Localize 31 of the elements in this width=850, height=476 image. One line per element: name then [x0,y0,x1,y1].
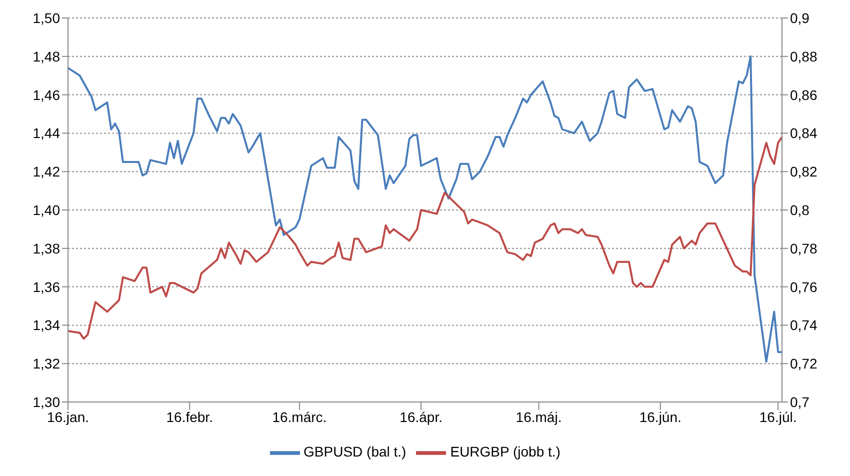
y2-tick-label: 0,86 [790,86,818,103]
y-tick-label: 1,46 [32,86,60,103]
y-tick-label: 1,48 [32,48,60,64]
y-tick-label: 1,36 [32,278,60,295]
y-tick-label: 1,50 [32,10,60,26]
y2-tick-label: 0,74 [790,317,818,334]
y-tick-label: 1,44 [32,125,60,142]
y2-tick-label: 0,72 [790,356,818,372]
legend-label: EURGBP (jobb t.) [450,444,560,460]
x-tick-label: 16.febr. [166,408,213,425]
y2-tick-label: 0,9 [790,10,810,26]
y-tick-label: 1,32 [32,356,60,372]
y2-tick-label: 0,8 [790,202,810,218]
y2-tick-label: 0,7 [790,394,810,410]
y2-tick-label: 0,82 [790,164,818,180]
x-tick-label: 16.jan. [46,408,90,425]
y-tick-label: 1,30 [32,394,60,410]
y2-tick-label: 0,88 [790,48,818,64]
y2-tick-label: 0,84 [790,125,818,142]
y-tick-label: 1,40 [32,202,60,218]
x-tick-label: 16.máj. [516,408,562,425]
y-tick-label: 1,34 [32,317,60,334]
x-tick-label: 16.júl. [759,408,797,425]
y-tick-label: 1,42 [32,164,60,180]
y-tick-label: 1,38 [32,240,60,256]
legend-label: GBPUSD (bal t.) [304,444,406,460]
x-tick-label: 16.jún. [639,408,682,425]
x-tick-label: 16.ápr. [400,408,442,425]
y2-tick-label: 0,76 [790,278,818,295]
y2-tick-label: 0,78 [790,240,818,256]
x-tick-label: 16.márc. [272,408,327,425]
